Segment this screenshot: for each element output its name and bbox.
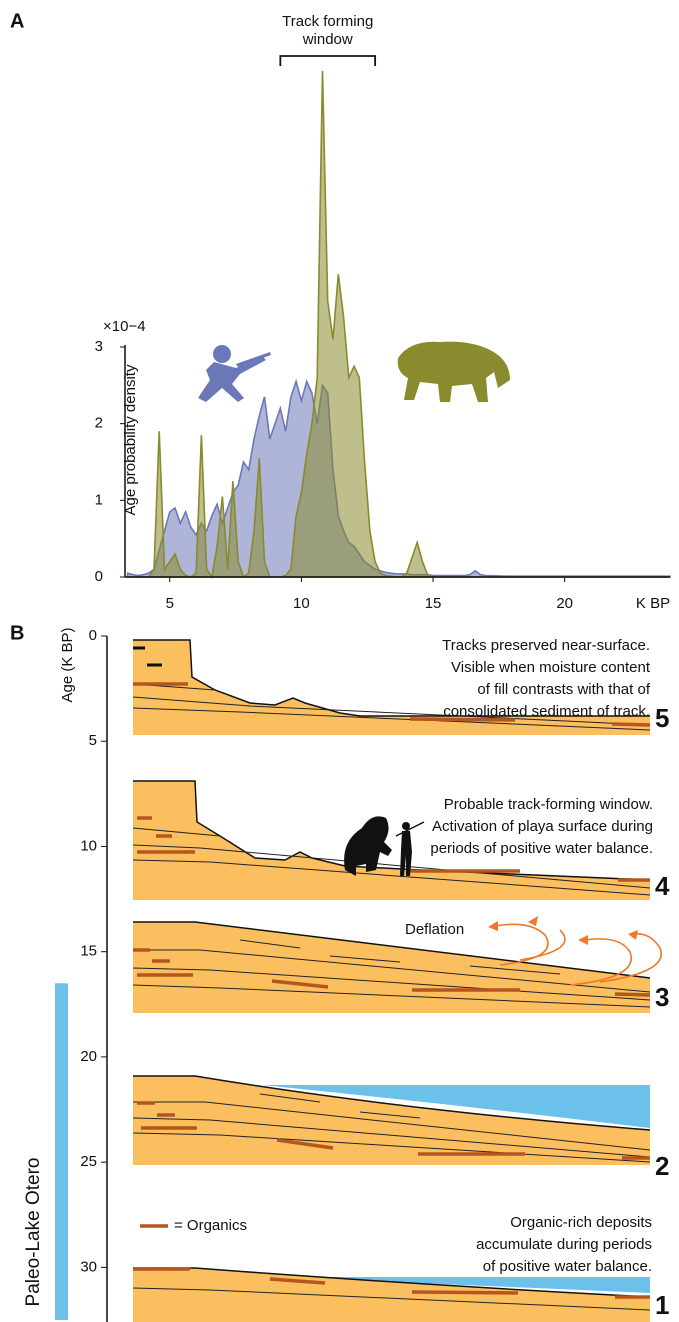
- stage-description: accumulate during periods: [476, 1236, 652, 1253]
- stage-number: 1: [655, 1290, 669, 1320]
- x-tick-label: 5: [166, 595, 174, 612]
- lake-label: Paleo-Lake Otero: [23, 1158, 44, 1307]
- y-tick-label: 2: [95, 415, 103, 432]
- human-silhouette: [395, 821, 425, 876]
- stage-description: of positive water balance.: [483, 1258, 652, 1275]
- y-tick-label: 10: [80, 837, 97, 854]
- stage-description: Activation of playa surface during: [432, 818, 653, 835]
- stage-section: [132, 780, 651, 900]
- lake-bar: [55, 983, 68, 1320]
- y-tick-label: 5: [89, 732, 97, 749]
- deflation-arrows: [494, 923, 662, 986]
- stage-section: [132, 1075, 651, 1165]
- y-axis-label: Age probability density: [122, 364, 139, 515]
- multiplier: ×10−4: [103, 318, 146, 335]
- legend-label: = Organics: [174, 1217, 247, 1234]
- y-tick-label: 30: [80, 1258, 97, 1275]
- y-tick-label: 25: [80, 1153, 97, 1170]
- y-tick-label: 20: [80, 1048, 97, 1065]
- sloth-silhouette: [397, 341, 510, 402]
- arrow-heads: [488, 916, 638, 945]
- stage-description: Visible when moisture content: [451, 659, 651, 676]
- plot-area: [126, 70, 671, 580]
- panel-label: A: [10, 10, 24, 32]
- y-tick-label: 3: [95, 338, 103, 355]
- stage-section: [132, 639, 651, 735]
- stage-description: Deflation: [405, 921, 464, 938]
- annotation: Track forming: [282, 13, 373, 30]
- stage-description: Organic-rich deposits: [510, 1214, 652, 1231]
- density-area: [126, 378, 671, 578]
- y-tick-label: 0: [89, 627, 97, 644]
- stage-description: periods of positive water balance.: [430, 840, 653, 857]
- stage-section: [132, 1267, 651, 1322]
- stage-number: 3: [655, 982, 669, 1012]
- y-tick-label: 0: [95, 568, 103, 585]
- x-axis-label: K BP: [636, 595, 670, 612]
- sloth-silhouette: [344, 816, 392, 876]
- stage-description: consolidated sediment of track.: [443, 703, 650, 720]
- stage-section: [132, 916, 662, 1013]
- stage-description: of fill contrasts with that of: [477, 681, 650, 698]
- stage-description: Tracks preserved near-surface.: [442, 637, 650, 654]
- y-tick-label: 1: [95, 491, 103, 508]
- annotation: window: [302, 31, 353, 48]
- stage-number: 5: [655, 703, 669, 733]
- y-tick-label: 15: [80, 943, 97, 960]
- stage-number: 4: [655, 871, 670, 901]
- density-area: [127, 70, 670, 580]
- panel-label: B: [10, 622, 24, 644]
- stage-description: Probable track-forming window.: [444, 796, 653, 813]
- window-bracket: [279, 55, 377, 66]
- human-silhouette: [198, 345, 271, 402]
- y-axis-label: Age (K BP): [59, 627, 76, 702]
- x-tick-label: 15: [425, 595, 442, 612]
- stage-number: 2: [655, 1151, 669, 1181]
- x-tick-label: 10: [293, 595, 310, 612]
- x-tick-label: 20: [556, 595, 573, 612]
